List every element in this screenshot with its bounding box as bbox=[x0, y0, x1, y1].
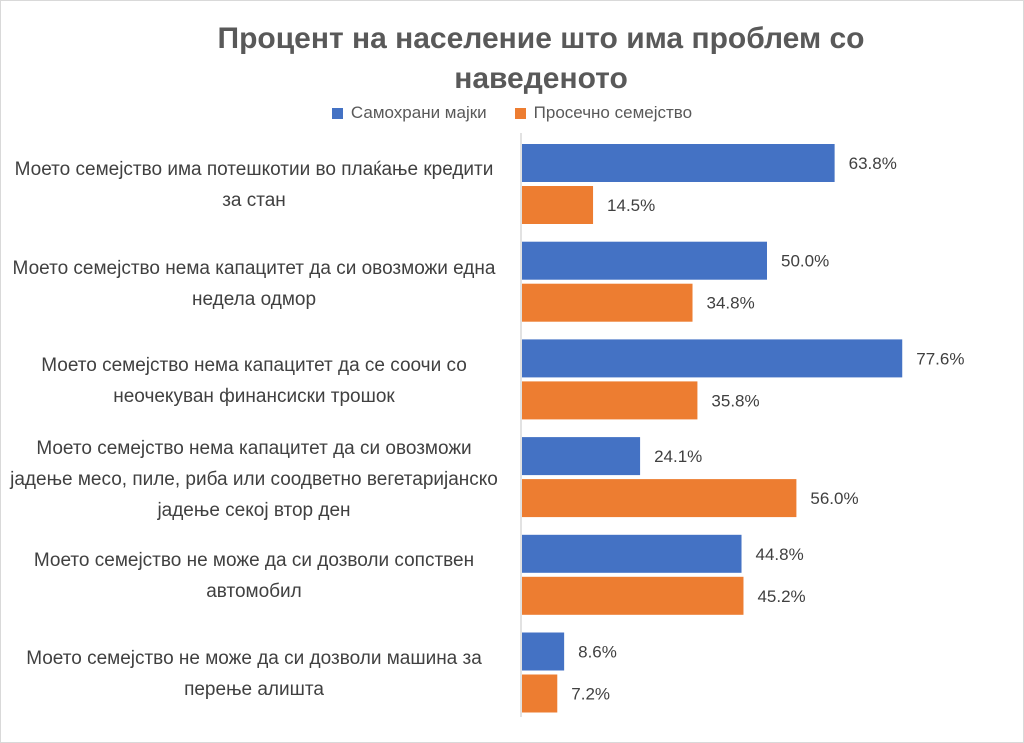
bar-1-5 bbox=[522, 534, 742, 573]
bar-1-4 bbox=[522, 437, 641, 476]
data-label-1-5: 44.8% bbox=[756, 545, 804, 564]
data-label-2-3: 35.8% bbox=[711, 391, 759, 410]
data-label-2-4: 56.0% bbox=[810, 489, 858, 508]
category-label-1: Моето семејство има потешкотии во плаќањ… bbox=[14, 159, 494, 211]
data-label-2-1: 14.5% bbox=[607, 196, 655, 215]
category-label-5: Моето семејство не може да си дозволи со… bbox=[33, 550, 475, 602]
legend-item-series-1: Самохрани мајки bbox=[331, 103, 487, 123]
legend-item-series-2: Просечно семејство bbox=[514, 103, 693, 123]
bar-1-3 bbox=[522, 339, 903, 378]
data-label-2-5: 45.2% bbox=[757, 587, 805, 606]
legend-swatch-series-1 bbox=[331, 107, 343, 119]
data-label-1-6: 8.6% bbox=[578, 643, 617, 662]
category-label-4: Моето семејство нема капацитет да си ово… bbox=[10, 438, 498, 521]
bar-2-1 bbox=[522, 186, 594, 224]
legend-label-series-1: Самохрани мајки bbox=[350, 103, 487, 122]
data-label-1-3: 77.6% bbox=[916, 349, 964, 368]
data-label-2-6: 7.2% bbox=[571, 685, 610, 704]
legend-label-series-2: Просечно семејство bbox=[533, 103, 693, 122]
data-label-1-1: 63.8% bbox=[849, 154, 897, 173]
chart-title: Процент на население што има проблем со … bbox=[217, 22, 865, 95]
category-label-6: Моето семејство не може да си дозволи ма… bbox=[26, 648, 482, 700]
legend-swatch-series-2 bbox=[514, 107, 526, 119]
bar-2-2 bbox=[522, 283, 693, 322]
data-label-2-2: 34.8% bbox=[707, 294, 755, 313]
bar-1-6 bbox=[522, 632, 565, 671]
data-label-1-2: 50.0% bbox=[781, 252, 829, 271]
bar-2-5 bbox=[522, 576, 744, 615]
bar-1-2 bbox=[522, 241, 767, 280]
category-label-3: Моето семејство нема капацитет да се соо… bbox=[41, 355, 467, 407]
bar-2-4 bbox=[522, 479, 797, 518]
category-label-2: Моето семејство нема капацитет да си ово… bbox=[12, 258, 496, 310]
bar-1-1 bbox=[522, 144, 835, 182]
legend: Самохрани мајки Просечно семејство bbox=[1, 103, 1023, 123]
bar-2-3 bbox=[522, 381, 698, 420]
bar-2-6 bbox=[522, 674, 558, 713]
data-label-1-4: 24.1% bbox=[654, 447, 702, 466]
